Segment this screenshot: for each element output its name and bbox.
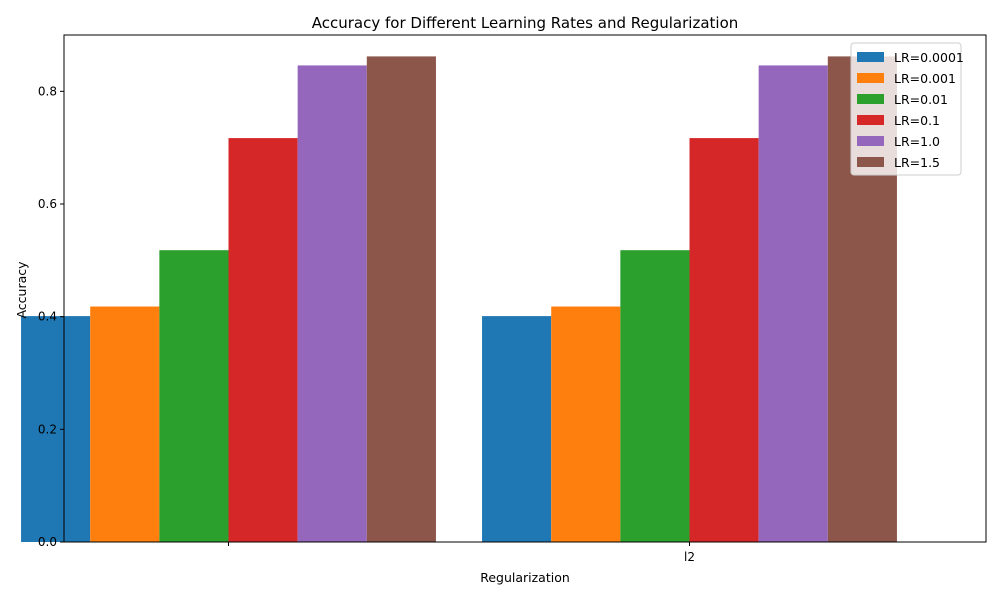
plot-frame	[63, 34, 987, 543]
y-tick-label: 0.2	[38, 422, 57, 436]
y-tick-label: 0.8	[38, 84, 57, 98]
x-axis-label: Regularization	[480, 570, 570, 585]
axes-group: 0.0 0.2 0.4 0.6 0.8 l2	[38, 34, 987, 564]
bar-lr-0-0001-l2	[482, 316, 552, 542]
legend-swatch	[857, 52, 884, 62]
y-axis-label: Accuracy	[14, 261, 29, 319]
y-tick-label: 0.6	[38, 197, 57, 211]
legend-swatch	[857, 73, 884, 83]
bar-lr-0-001-cat0	[90, 306, 160, 542]
bars-group	[21, 56, 897, 543]
legend-swatch	[857, 157, 884, 167]
bar-lr-0-01-cat0	[159, 250, 229, 542]
bar-lr-0-01-l2	[620, 250, 690, 542]
x-tick-label: l2	[684, 550, 695, 564]
legend-entry-label: LR=1.5	[894, 155, 940, 170]
legend-swatch	[857, 136, 884, 146]
bar-lr-1-5-cat0	[366, 56, 436, 542]
legend-swatch	[857, 115, 884, 125]
legend-entry-label: LR=0.01	[894, 92, 948, 107]
y-tick-label: 0.4	[38, 310, 57, 324]
chart-title: Accuracy for Different Learning Rates an…	[312, 14, 739, 32]
legend-swatch	[857, 94, 884, 104]
legend: LR=0.0001 LR=0.001 LR=0.01 LR=0.1 LR=1.0 LR=1…	[850, 42, 964, 176]
legend-entry-label: LR=1.0	[894, 134, 940, 149]
bar-lr-0-1-cat0	[228, 138, 298, 542]
bar-lr-1-0-cat0	[297, 65, 367, 543]
y-tick-label: 0.0	[38, 535, 57, 549]
legend-entry-label: LR=0.0001	[894, 50, 964, 65]
bar-lr-0-0001-cat0	[21, 316, 91, 542]
legend-entry-label: LR=0.1	[894, 113, 940, 128]
bar-lr-0-1-l2	[689, 138, 759, 542]
bar-lr-0-001-l2	[551, 306, 621, 542]
bar-lr-1-0-l2	[758, 65, 828, 543]
legend-entry-label: LR=0.001	[894, 71, 956, 86]
